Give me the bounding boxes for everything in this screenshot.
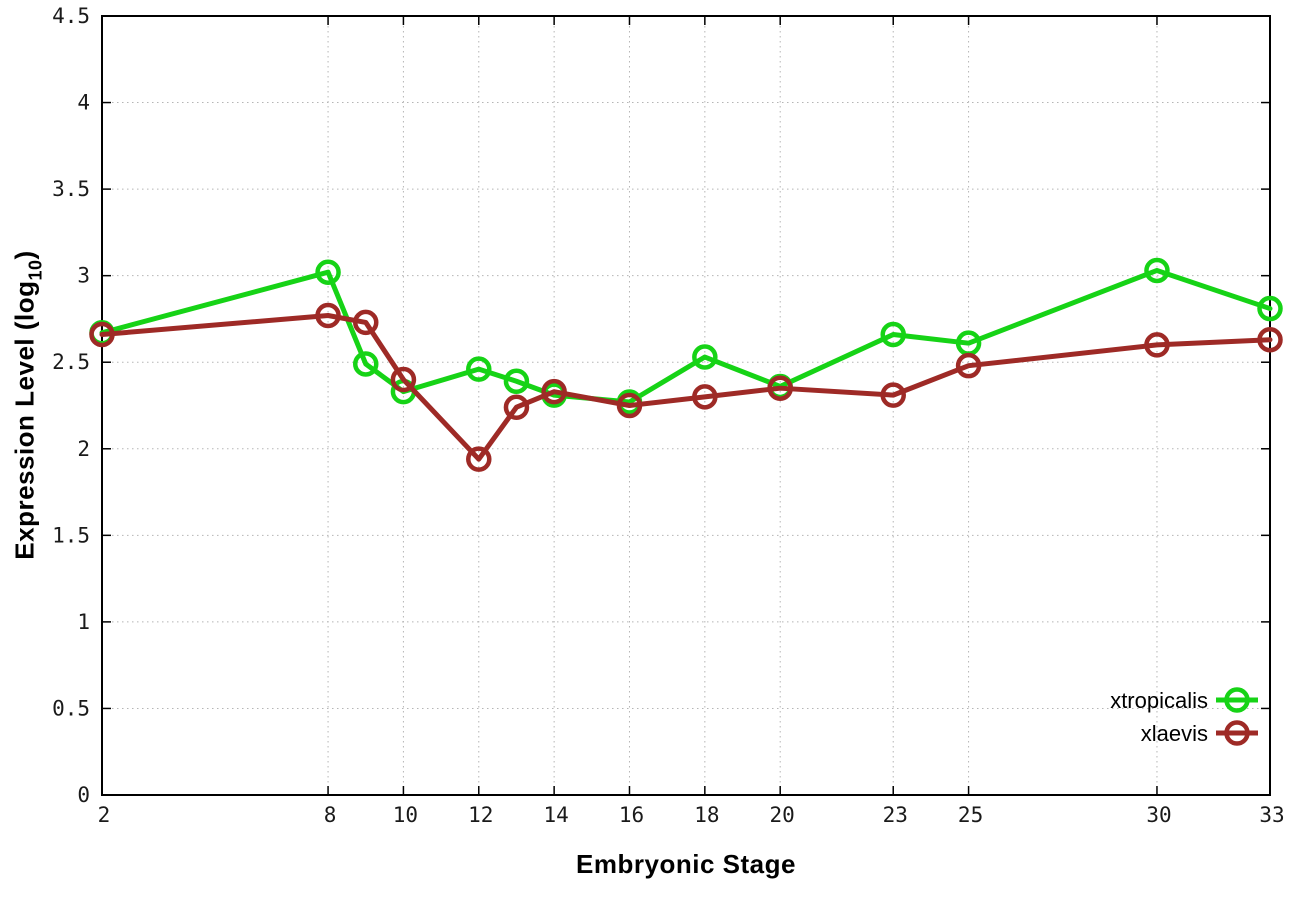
data-point-marker-xlaevis — [767, 375, 793, 401]
x-tick-label: 2 — [98, 803, 111, 827]
y-tick-label: 1.5 — [52, 523, 90, 547]
x-tick-label: 10 — [393, 803, 418, 827]
legend-label-xlaevis: xlaevis — [1141, 721, 1208, 746]
y-tick-label: 0.5 — [52, 696, 90, 720]
data-point-marker-xlaevis — [692, 384, 718, 410]
data-point-marker-xlaevis — [541, 378, 567, 405]
data-point-marker-xtropicalis — [352, 351, 379, 377]
legend-label-xtropicalis: xtropicalis — [1110, 688, 1208, 713]
data-point-marker-xlaevis — [616, 392, 643, 419]
y-tick-label: 4.5 — [52, 4, 90, 28]
legend-marker-xlaevis — [1224, 720, 1250, 746]
data-point-marker-xlaevis — [390, 366, 417, 393]
data-point-marker-xtropicalis — [466, 356, 492, 382]
data-point-marker-xtropicalis — [503, 368, 530, 395]
data-point-marker-xtropicalis — [1144, 257, 1170, 284]
series-line-xtropicalis — [99, 267, 1273, 405]
data-point-marker-xlaevis — [1144, 332, 1170, 358]
data-point-marker-xlaevis — [955, 352, 982, 379]
data-point-marker-xlaevis — [89, 321, 115, 348]
x-tick-label: 30 — [1146, 803, 1171, 827]
x-tick-label: 25 — [958, 803, 983, 827]
series-line-xlaevis — [99, 312, 1273, 462]
y-tick-label: 2.5 — [52, 350, 90, 374]
data-point-marker-xlaevis — [880, 382, 906, 408]
y-axis-title: Expression Level (log10) — [10, 16, 48, 795]
data-point-marker-xlaevis — [352, 309, 379, 336]
data-point-marker-xtropicalis — [315, 259, 341, 285]
x-axis-title: Embryonic Stage — [576, 849, 796, 879]
data-point-marker-xtropicalis — [880, 321, 906, 348]
x-tick-label: 20 — [770, 803, 795, 827]
plot-border — [101, 15, 1271, 796]
y-tick-label: 0 — [77, 783, 90, 807]
data-point-marker-xtropicalis — [1257, 295, 1283, 322]
y-tick-label: 1 — [77, 610, 90, 634]
y-tick-label: 2 — [77, 437, 90, 461]
data-point-marker-xlaevis — [503, 394, 530, 420]
y-tick-label: 4 — [77, 91, 90, 115]
y-tick-label: 3 — [77, 264, 90, 288]
data-point-marker-xtropicalis — [692, 344, 718, 370]
x-tick-label: 14 — [543, 803, 568, 827]
x-tick-label: 23 — [883, 803, 908, 827]
data-point-marker-xlaevis — [466, 446, 492, 472]
x-tick-label: 33 — [1259, 803, 1284, 827]
legend-marker-xtropicalis — [1224, 687, 1250, 713]
x-tick-label: 8 — [324, 803, 337, 827]
data-point-marker-xlaevis — [315, 302, 341, 329]
y-axis-title-text: Expression Level (log — [9, 280, 40, 560]
x-tick-label: 16 — [619, 803, 644, 827]
data-point-marker-xlaevis — [1257, 326, 1283, 353]
x-tick-label: 18 — [694, 803, 719, 827]
y-axis-title-close: ) — [9, 250, 40, 260]
y-axis-title-subscript: 10 — [25, 259, 46, 281]
y-tick-label: 3.5 — [52, 177, 90, 201]
x-tick-label: 12 — [468, 803, 493, 827]
